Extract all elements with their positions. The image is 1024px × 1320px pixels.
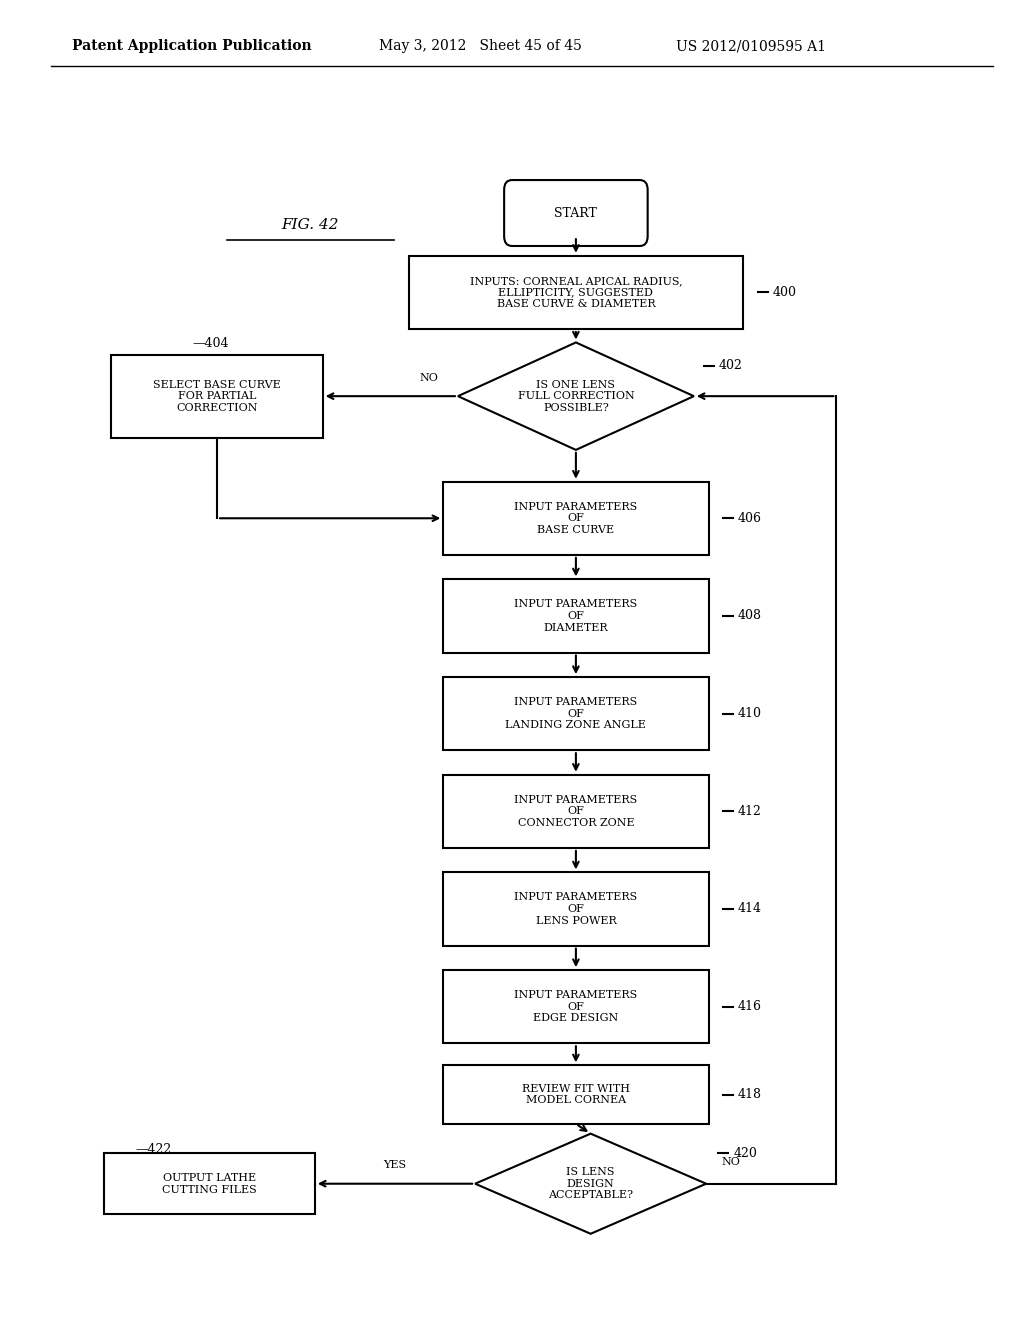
Text: 420: 420: [733, 1147, 757, 1160]
Text: 406: 406: [738, 512, 762, 525]
Bar: [443, 482, 709, 554]
Bar: [443, 677, 709, 750]
Text: INPUT PARAMETERS
OF
CONNECTOR ZONE: INPUT PARAMETERS OF CONNECTOR ZONE: [514, 795, 638, 828]
Bar: [409, 256, 743, 329]
Bar: [443, 775, 709, 847]
Text: 410: 410: [738, 708, 762, 721]
Text: 408: 408: [738, 610, 762, 623]
Text: SELECT BASE CURVE
FOR PARTIAL
CORRECTION: SELECT BASE CURVE FOR PARTIAL CORRECTION: [154, 380, 281, 413]
Text: FIG. 42: FIG. 42: [282, 218, 339, 232]
Text: YES: YES: [383, 1160, 407, 1171]
Bar: [112, 355, 323, 438]
FancyBboxPatch shape: [504, 180, 647, 246]
Bar: [103, 1154, 315, 1214]
Text: IS LENS
DESIGN
ACCEPTABLE?: IS LENS DESIGN ACCEPTABLE?: [548, 1167, 633, 1200]
Text: 416: 416: [738, 1001, 762, 1014]
Text: INPUT PARAMETERS
OF
DIAMETER: INPUT PARAMETERS OF DIAMETER: [514, 599, 638, 632]
Text: INPUT PARAMETERS
OF
LENS POWER: INPUT PARAMETERS OF LENS POWER: [514, 892, 638, 925]
Text: —422: —422: [135, 1143, 172, 1156]
Bar: [443, 970, 709, 1043]
Text: 418: 418: [738, 1088, 762, 1101]
Text: 412: 412: [738, 805, 762, 818]
Text: START: START: [554, 206, 597, 219]
Text: May 3, 2012   Sheet 45 of 45: May 3, 2012 Sheet 45 of 45: [379, 40, 582, 53]
Text: REVIEW FIT WITH
MODEL CORNEA: REVIEW FIT WITH MODEL CORNEA: [522, 1084, 630, 1105]
Polygon shape: [475, 1134, 707, 1234]
Bar: [443, 873, 709, 945]
Text: IS ONE LENS
FULL CORRECTION
POSSIBLE?: IS ONE LENS FULL CORRECTION POSSIBLE?: [517, 380, 634, 413]
Bar: [443, 579, 709, 652]
Text: INPUT PARAMETERS
OF
LANDING ZONE ANGLE: INPUT PARAMETERS OF LANDING ZONE ANGLE: [506, 697, 646, 730]
Text: INPUT PARAMETERS
OF
BASE CURVE: INPUT PARAMETERS OF BASE CURVE: [514, 502, 638, 535]
Text: US 2012/0109595 A1: US 2012/0109595 A1: [676, 40, 825, 53]
Text: Patent Application Publication: Patent Application Publication: [72, 40, 311, 53]
Text: NO: NO: [419, 372, 438, 383]
Text: INPUTS: CORNEAL APICAL RADIUS,
ELLIPTICITY, SUGGESTED
BASE CURVE & DIAMETER: INPUTS: CORNEAL APICAL RADIUS, ELLIPTICI…: [470, 276, 682, 309]
Text: 400: 400: [772, 286, 797, 298]
Text: 402: 402: [719, 359, 742, 372]
Text: —404: —404: [193, 337, 229, 350]
Bar: [443, 1065, 709, 1123]
Text: NO: NO: [721, 1156, 740, 1167]
Text: OUTPUT LATHE
CUTTING FILES: OUTPUT LATHE CUTTING FILES: [162, 1173, 257, 1195]
Text: 414: 414: [738, 903, 762, 916]
Polygon shape: [458, 342, 694, 450]
Text: INPUT PARAMETERS
OF
EDGE DESIGN: INPUT PARAMETERS OF EDGE DESIGN: [514, 990, 638, 1023]
